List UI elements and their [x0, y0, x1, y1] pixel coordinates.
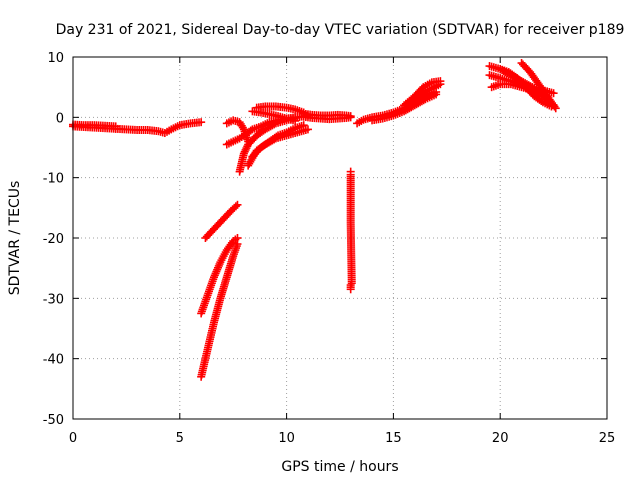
data-point	[436, 80, 445, 89]
data-point	[551, 104, 560, 113]
data-point	[303, 125, 312, 134]
x-tick-label: 10	[278, 431, 295, 446]
data-point	[233, 200, 242, 209]
y-tick-label: 0	[56, 111, 64, 126]
x-tick-label: 20	[492, 431, 509, 446]
data-point	[432, 90, 441, 99]
chart-title: Day 231 of 2021, Sidereal Day-to-day VTE…	[56, 22, 625, 38]
tick-labels: 0 5 10 15 20 25 10 0 -10 -20 -30 -40 -50	[43, 51, 616, 446]
grid-lines	[73, 57, 607, 419]
data-point	[233, 240, 242, 249]
y-tick-label: 10	[47, 51, 64, 66]
plot-frame	[72, 56, 608, 420]
data-points	[69, 59, 560, 381]
data-point	[346, 113, 355, 122]
data-point	[231, 202, 240, 211]
y-tick-label: -30	[43, 292, 64, 307]
data-point	[241, 145, 250, 154]
data-point	[549, 89, 558, 98]
y-tick-label: -40	[43, 353, 64, 368]
data-point	[197, 118, 206, 127]
data-point	[346, 281, 355, 290]
y-tick-label: -10	[43, 172, 64, 187]
data-point	[347, 279, 356, 288]
y-axis-title: SDTVAR / TECUs	[7, 181, 23, 296]
data-point	[238, 123, 247, 132]
x-tick-label: 5	[176, 431, 184, 446]
data-point	[242, 144, 251, 153]
data-point	[239, 149, 248, 158]
data-point	[240, 147, 249, 156]
data-point	[299, 121, 308, 130]
y-tick-label: -20	[43, 232, 64, 247]
x-tick-label: 25	[599, 431, 616, 446]
x-tick-label: 15	[385, 431, 402, 446]
data-point	[291, 116, 300, 125]
x-tick-label: 0	[69, 431, 77, 446]
data-point	[239, 131, 248, 140]
y-tick-label: -50	[43, 413, 64, 428]
x-axis-title: GPS time / hours	[281, 459, 398, 475]
data-point	[547, 102, 556, 111]
